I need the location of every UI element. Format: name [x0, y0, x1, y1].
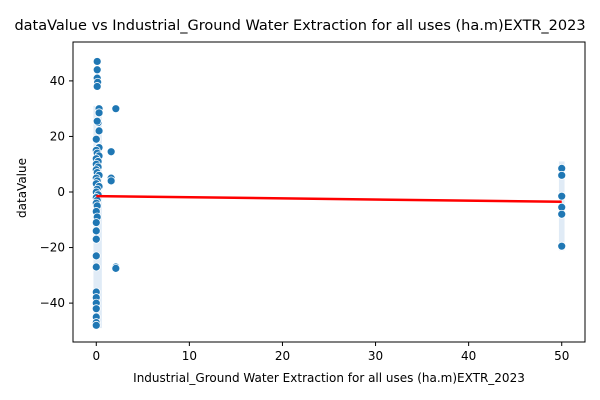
- regression-line: [96, 194, 562, 203]
- y-tick-label: −20: [40, 241, 65, 255]
- data-point: [94, 108, 104, 118]
- data-point: [94, 126, 104, 136]
- data-point: [91, 251, 101, 261]
- y-tick-label: −40: [40, 296, 65, 310]
- data-point: [92, 116, 102, 126]
- data-point: [557, 191, 567, 201]
- y-tick-label: 0: [57, 185, 65, 199]
- data-point: [91, 218, 101, 227]
- x-axis-label: Industrial_Ground Water Extraction for a…: [133, 371, 525, 385]
- data-point: [92, 82, 102, 91]
- data-point: [91, 226, 101, 236]
- data-point: [557, 170, 567, 180]
- data-point: [92, 65, 102, 75]
- y-tick-label: 40: [50, 74, 65, 88]
- x-tick-label: 30: [368, 349, 383, 363]
- data-point: [557, 209, 567, 219]
- axes-frame: [72, 41, 586, 343]
- x-tick-label: 20: [275, 349, 290, 363]
- data-point: [106, 176, 116, 186]
- data-point: [106, 147, 116, 157]
- data-point: [92, 57, 102, 66]
- plot-area: 0 10 20 30 40 50 −40 −20 0 20 40: [40, 41, 586, 363]
- x-tick-label: 0: [92, 349, 100, 363]
- data-point: [91, 234, 101, 244]
- data-point: [91, 320, 101, 330]
- x-tick-label: 50: [554, 349, 569, 363]
- x-tick-label: 40: [461, 349, 476, 363]
- data-point: [91, 134, 101, 144]
- data-point: [111, 263, 121, 273]
- data-point: [111, 104, 121, 114]
- data-point: [91, 304, 101, 314]
- data-point: [91, 262, 101, 272]
- x-tick-label: 10: [182, 349, 197, 363]
- y-tick-label: 20: [50, 129, 65, 143]
- y-axis-label: dataValue: [15, 158, 29, 218]
- data-point: [557, 241, 567, 251]
- chart-title: dataValue vs Industrial_Ground Water Ext…: [14, 18, 585, 34]
